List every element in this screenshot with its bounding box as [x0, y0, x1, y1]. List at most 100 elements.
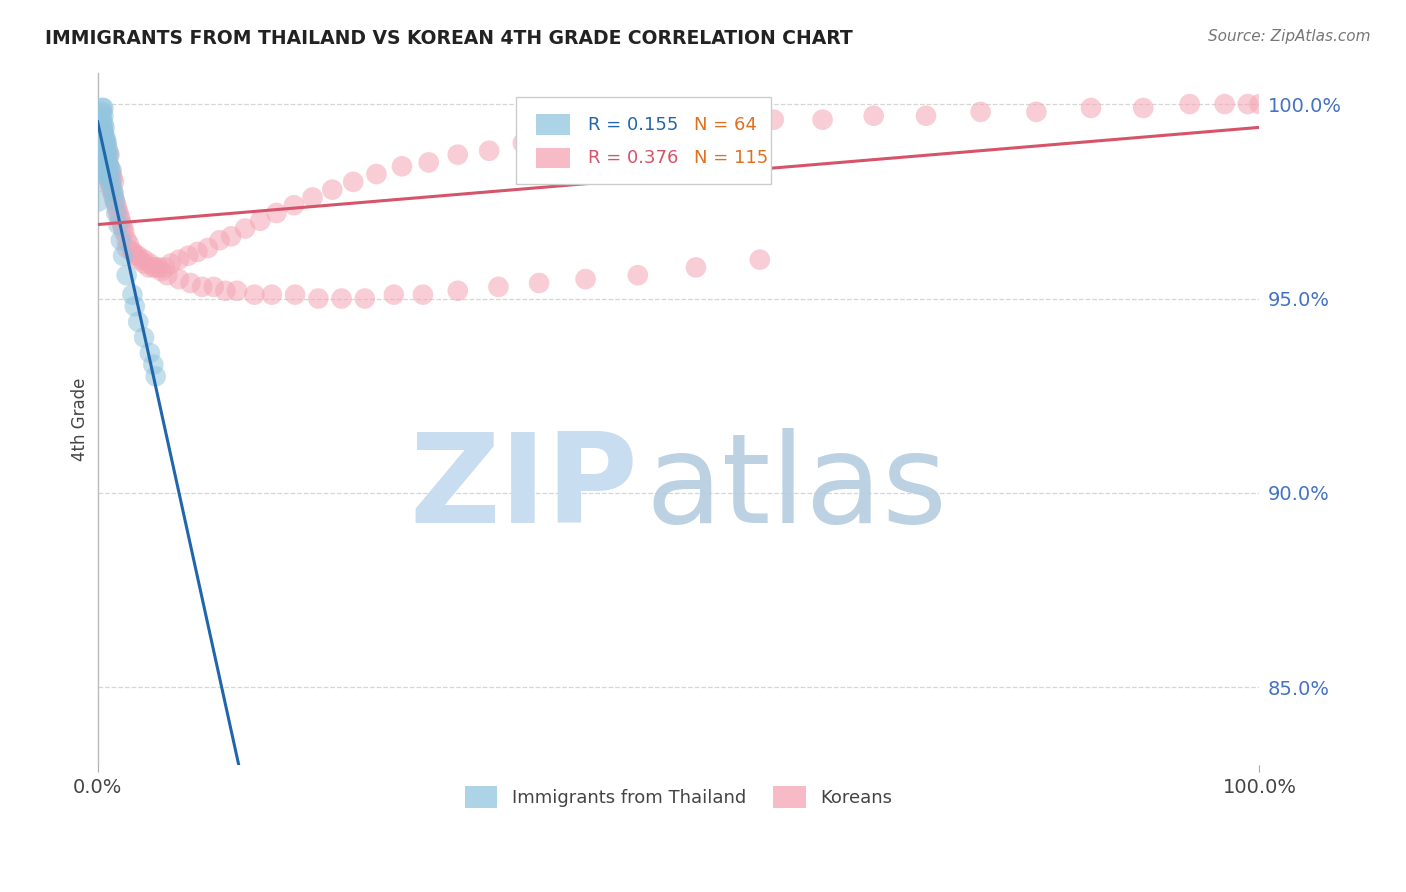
- Point: [284, 287, 307, 301]
- Point: [127, 249, 149, 263]
- Point: [748, 252, 770, 267]
- Point: [1213, 97, 1236, 112]
- Point: [167, 272, 190, 286]
- Point: [93, 140, 115, 154]
- Point: [93, 109, 115, 123]
- Point: [91, 104, 114, 119]
- Point: [93, 147, 115, 161]
- Point: [90, 140, 112, 154]
- Point: [89, 155, 111, 169]
- Point: [94, 147, 117, 161]
- Point: [1132, 101, 1154, 115]
- Point: [138, 260, 160, 275]
- Point: [283, 198, 305, 212]
- Point: [91, 136, 114, 150]
- Point: [93, 132, 115, 146]
- Point: [89, 128, 111, 143]
- Point: [97, 155, 120, 169]
- Point: [418, 155, 440, 169]
- Point: [811, 112, 834, 127]
- Point: [93, 124, 115, 138]
- Point: [91, 152, 114, 166]
- Point: [366, 167, 388, 181]
- Point: [87, 175, 110, 189]
- Point: [103, 186, 125, 201]
- Point: [142, 358, 165, 372]
- Point: [97, 167, 120, 181]
- Point: [121, 287, 143, 301]
- Point: [153, 260, 176, 275]
- Point: [96, 152, 118, 166]
- Point: [115, 268, 138, 283]
- Point: [105, 198, 128, 212]
- Point: [91, 101, 114, 115]
- Point: [574, 272, 596, 286]
- Point: [969, 104, 991, 119]
- Point: [94, 132, 117, 146]
- Point: [714, 116, 737, 130]
- Point: [1080, 101, 1102, 115]
- Point: [202, 280, 225, 294]
- Point: [627, 124, 650, 138]
- Point: [107, 206, 129, 220]
- Point: [180, 276, 202, 290]
- Point: [115, 241, 138, 255]
- Point: [447, 147, 470, 161]
- Point: [101, 171, 124, 186]
- Point: [96, 167, 118, 181]
- Point: [97, 171, 120, 186]
- Point: [94, 136, 117, 150]
- Point: [478, 144, 501, 158]
- Point: [627, 268, 650, 283]
- Point: [94, 140, 117, 154]
- Point: [762, 112, 785, 127]
- Point: [1237, 97, 1260, 112]
- Point: [98, 171, 121, 186]
- Point: [90, 128, 112, 143]
- Point: [104, 194, 127, 209]
- Point: [91, 128, 114, 143]
- Point: [159, 256, 181, 270]
- Point: [191, 280, 214, 294]
- Point: [208, 233, 231, 247]
- Point: [98, 147, 121, 161]
- Point: [197, 241, 219, 255]
- Point: [145, 369, 167, 384]
- Point: [93, 136, 115, 150]
- Point: [142, 260, 165, 275]
- Point: [512, 136, 534, 150]
- Point: [94, 163, 117, 178]
- Point: [110, 213, 132, 227]
- Point: [103, 175, 125, 189]
- Point: [98, 159, 121, 173]
- Point: [233, 221, 256, 235]
- Legend: Immigrants from Thailand, Koreans: Immigrants from Thailand, Koreans: [458, 779, 900, 815]
- Point: [90, 159, 112, 173]
- Point: [150, 264, 173, 278]
- Point: [127, 315, 149, 329]
- Point: [915, 109, 938, 123]
- Point: [108, 210, 131, 224]
- Point: [353, 292, 375, 306]
- Point: [90, 147, 112, 161]
- Point: [98, 159, 121, 173]
- Point: [93, 144, 115, 158]
- Point: [139, 346, 162, 360]
- Point: [103, 190, 125, 204]
- Y-axis label: 4th Grade: 4th Grade: [72, 377, 89, 461]
- Point: [685, 260, 707, 275]
- Point: [214, 284, 236, 298]
- Point: [93, 167, 115, 181]
- Point: [90, 136, 112, 150]
- Point: [486, 280, 509, 294]
- Point: [128, 252, 150, 267]
- Point: [105, 206, 128, 220]
- Point: [382, 287, 405, 301]
- Point: [115, 233, 138, 247]
- Point: [89, 144, 111, 158]
- Point: [90, 124, 112, 138]
- Point: [93, 152, 115, 166]
- Point: [447, 284, 470, 298]
- Point: [330, 292, 353, 306]
- Text: R = 0.155: R = 0.155: [588, 116, 678, 134]
